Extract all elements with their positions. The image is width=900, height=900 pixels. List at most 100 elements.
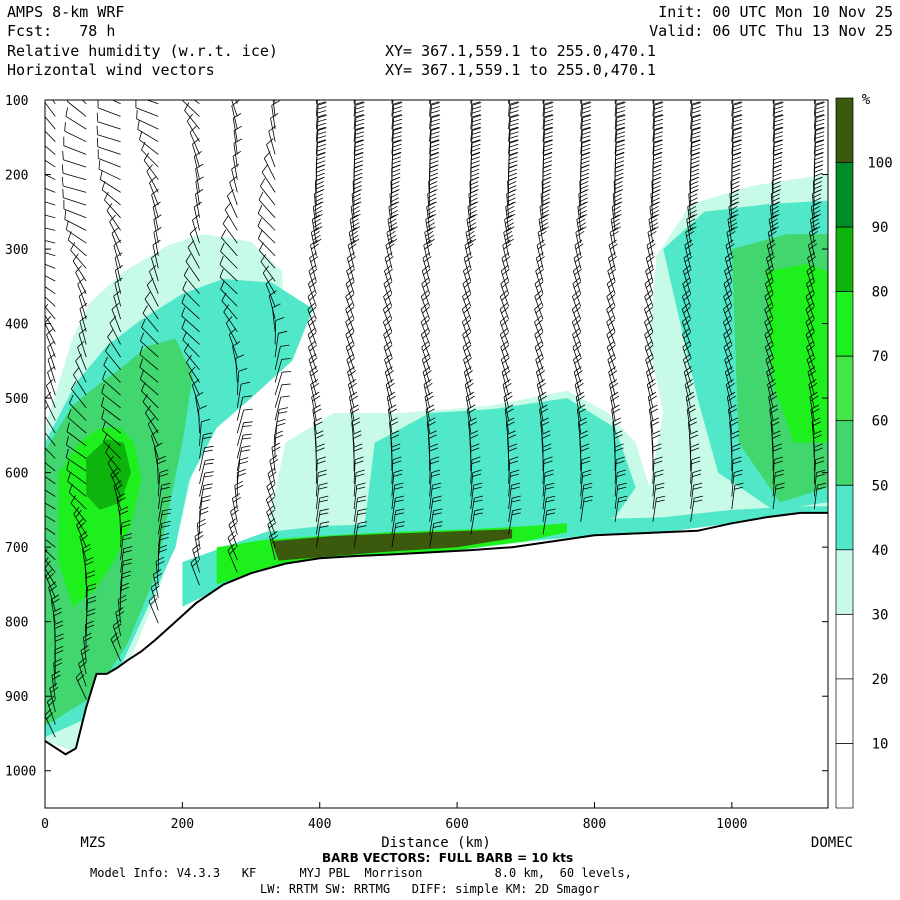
wind-barb (63, 208, 87, 219)
wind-barb-feather (512, 495, 521, 499)
wind-barb-feather (502, 268, 510, 276)
wind-barb-feather (687, 404, 696, 410)
wind-barb-feather (617, 499, 627, 503)
wind-barb-feather (427, 193, 437, 199)
wind-barb-feather (428, 185, 438, 190)
wind-barb (109, 322, 121, 345)
wind-barb-feather (197, 522, 206, 528)
wind-barb-feather (545, 90, 554, 93)
wind-barb-feather (316, 156, 326, 161)
wind-barb-feather (121, 524, 131, 528)
wind-barb (257, 226, 276, 244)
wind-barb-feather (313, 201, 322, 207)
wind-barb-feather (354, 151, 364, 156)
wind-barb (142, 401, 159, 421)
wind-barb-feather (652, 443, 662, 448)
wind-barb (391, 472, 395, 497)
wind-barb-feather (653, 147, 663, 152)
wind-barb-feather (574, 239, 583, 246)
wind-barb-feather (690, 443, 700, 448)
wind-barb-feather (354, 160, 364, 165)
wind-barb-feather (770, 201, 779, 207)
wind-barb-feather (644, 340, 653, 348)
wind-barb (772, 100, 775, 117)
wind-barb-feather (653, 101, 663, 105)
wind-barb-feather (424, 227, 433, 233)
rh-region (86, 439, 131, 510)
colorbar-bin (835, 743, 854, 809)
wind-barb-feather (241, 445, 251, 448)
wind-barb-feather (509, 143, 519, 148)
wind-barb (614, 472, 618, 497)
wind-barb-feather (308, 277, 316, 285)
wind-barb-feather (205, 458, 215, 461)
wind-barb-feather (767, 227, 776, 233)
wind-barb-feather (230, 505, 238, 512)
wind-barb-feather (510, 469, 520, 473)
wind-barb (274, 333, 279, 358)
wind-barb-feather (815, 127, 825, 131)
wind-barb-feather (687, 222, 696, 228)
wind-barb-feather (383, 340, 392, 348)
wind-barb (764, 309, 774, 332)
wind-barb-feather (607, 264, 615, 272)
wind-barb-feather (45, 569, 53, 577)
x-tick-label: 600 (445, 817, 468, 832)
wind-barb-feather (681, 303, 690, 310)
wind-barb-feather (431, 114, 441, 119)
wind-barb-feather (280, 344, 290, 347)
wind-barb-feather (114, 277, 123, 284)
wind-barb-feather (307, 315, 315, 323)
wind-barb-feather (352, 197, 362, 203)
wind-barb-feather (645, 319, 653, 326)
x-tick-label: 0 (41, 817, 49, 832)
wind-barb-feather (355, 81, 364, 84)
wind-barb-feather (509, 147, 519, 152)
wind-barb-feather (504, 404, 514, 410)
wind-barb-feather (354, 143, 364, 148)
wind-barb-feather (146, 278, 154, 286)
wind-barb-feather (606, 277, 615, 285)
wind-barb-feather (688, 209, 697, 215)
wind-barb-feather (101, 397, 105, 407)
wind-barb (806, 283, 815, 307)
rh-region (360, 398, 636, 555)
wind-barb-feather (351, 226, 361, 232)
wind-barb-feather (315, 177, 324, 182)
wind-barb (193, 206, 200, 231)
wind-barb (98, 158, 121, 168)
wind-barb-feather (810, 395, 819, 402)
wind-barb-feather (316, 147, 326, 152)
wind-barb-feather (582, 102, 592, 106)
wind-barb-feather (352, 213, 361, 219)
wind-barb-feather (395, 525, 405, 528)
wind-barb-feather (726, 256, 734, 263)
wind-barb (62, 185, 87, 193)
wind-barb-feather (771, 177, 781, 182)
wind-barb-feather (469, 177, 479, 182)
wind-barb-feather (654, 102, 664, 106)
wind-barb-feather (49, 683, 58, 689)
wind-barb-feather (509, 122, 519, 127)
wind-barb-feather (616, 118, 626, 123)
wind-barb-feather (473, 486, 483, 490)
wind-barb (644, 334, 654, 358)
wind-barb-feather (774, 122, 784, 127)
wind-barb-feather (45, 316, 52, 324)
wind-barb-feather (222, 215, 229, 224)
wind-barb-feather (506, 193, 516, 199)
wind-barb-feather (53, 662, 63, 667)
wind-barb-feather (187, 240, 195, 248)
wind-barb (764, 321, 774, 345)
wind-barb (606, 321, 616, 345)
wind-barb-feather (729, 209, 738, 215)
wind-barb-feather (692, 118, 701, 123)
wind-barb-feather (812, 209, 821, 215)
wind-barb-feather (278, 411, 288, 414)
wind-barb-feather (574, 357, 582, 364)
wind-barb-feather (583, 499, 593, 503)
wind-barb (534, 321, 544, 345)
wind-barb-feather (769, 218, 778, 224)
wind-barb-feather (353, 164, 363, 169)
wind-barb-feather (815, 118, 825, 123)
